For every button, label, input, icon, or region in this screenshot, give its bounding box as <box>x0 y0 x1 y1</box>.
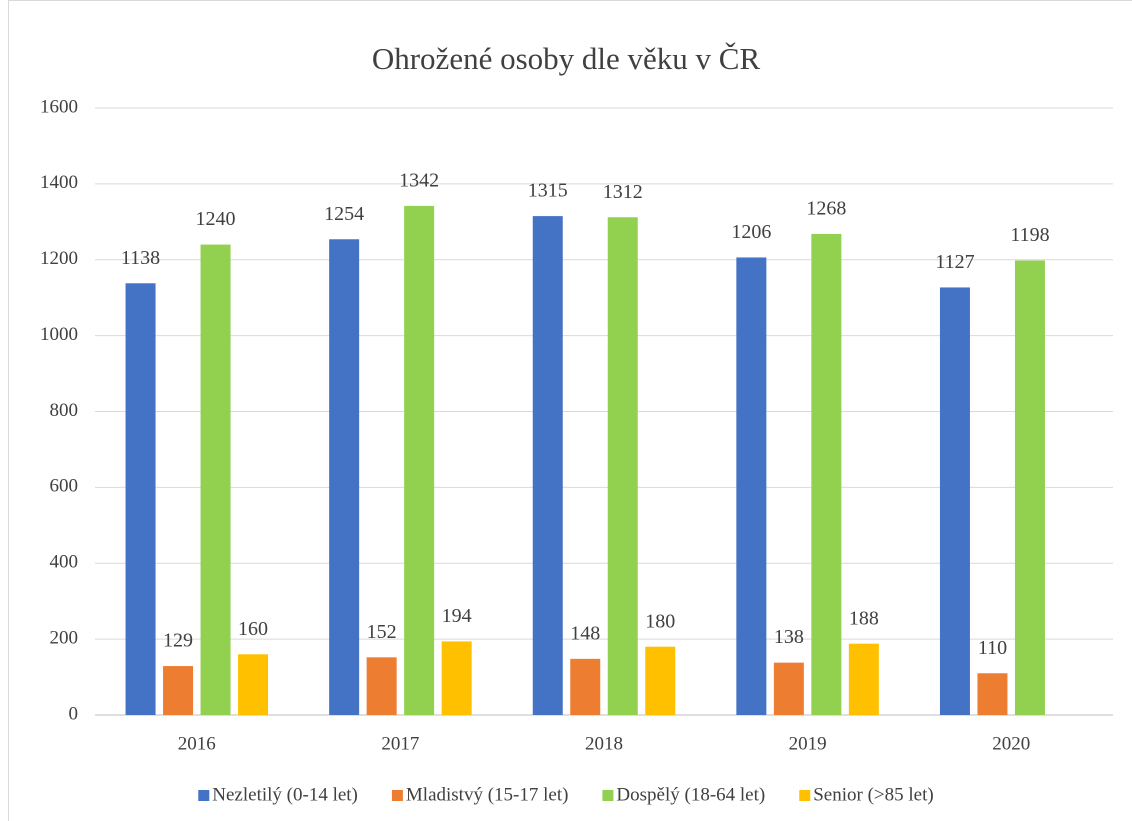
bar <box>163 666 194 715</box>
bar <box>570 658 601 715</box>
data-label: 160 <box>238 618 268 640</box>
bar <box>1014 260 1045 715</box>
x-tick-label: 2017 <box>381 733 419 754</box>
legend-swatch <box>391 790 403 801</box>
data-label: 1312 <box>603 181 643 203</box>
legend-swatch <box>602 790 614 801</box>
data-label: 1198 <box>1010 224 1049 246</box>
bar <box>441 641 472 715</box>
legend-label: Dospělý (18-64 let) <box>616 784 765 805</box>
bar <box>939 287 970 715</box>
y-tick-label: 0 <box>69 703 79 724</box>
y-tick-label: 400 <box>50 552 79 573</box>
data-label: 1127 <box>935 251 974 273</box>
bar <box>773 662 804 715</box>
data-label: 180 <box>645 610 675 632</box>
bar <box>848 643 879 715</box>
y-tick-label: 800 <box>50 400 79 421</box>
x-tick-label: 2019 <box>789 733 827 754</box>
bar <box>238 654 269 715</box>
legend-swatch <box>198 790 210 801</box>
data-label: 1240 <box>196 208 236 230</box>
y-tick-label: 1000 <box>40 324 78 345</box>
bar <box>645 646 676 715</box>
data-label: 1342 <box>399 169 439 191</box>
y-tick-label: 1200 <box>40 248 78 269</box>
bar <box>404 205 435 715</box>
data-label: 1138 <box>121 247 160 269</box>
data-label: 110 <box>978 637 1007 659</box>
data-label: 152 <box>367 621 397 643</box>
data-label: 1254 <box>324 203 364 225</box>
y-tick-label: 1400 <box>40 172 78 193</box>
bar <box>125 283 156 715</box>
y-tick-label: 200 <box>50 627 79 648</box>
bar <box>607 217 638 715</box>
x-tick-label: 2018 <box>585 733 623 754</box>
legend-swatch <box>799 790 811 801</box>
bar <box>366 657 397 715</box>
legend-label: Nezletilý (0-14 let) <box>212 784 358 805</box>
data-label: 1268 <box>806 198 846 220</box>
chart-title: Ohrožené osoby dle věku v ČR <box>372 41 761 76</box>
x-tick-label: 2016 <box>178 733 216 754</box>
data-label: 148 <box>570 622 600 644</box>
data-label: 1206 <box>731 221 771 243</box>
data-label: 129 <box>163 630 193 652</box>
bar <box>736 257 767 715</box>
bar <box>811 233 842 715</box>
legend-label: Senior (>85 let) <box>813 784 933 805</box>
data-label: 188 <box>849 607 879 629</box>
bar <box>200 244 231 715</box>
y-tick-label: 600 <box>50 476 79 497</box>
bar <box>532 216 563 715</box>
bar <box>977 673 1008 715</box>
x-tick-label: 2020 <box>992 733 1030 754</box>
y-tick-label: 1600 <box>40 96 78 117</box>
data-label: 138 <box>774 626 804 648</box>
legend-label: Mladistvý (15-17 let) <box>406 784 569 805</box>
data-label: 194 <box>442 605 472 627</box>
data-label: 1315 <box>528 180 568 202</box>
chart-border <box>8 0 1132 821</box>
bar <box>329 239 360 716</box>
